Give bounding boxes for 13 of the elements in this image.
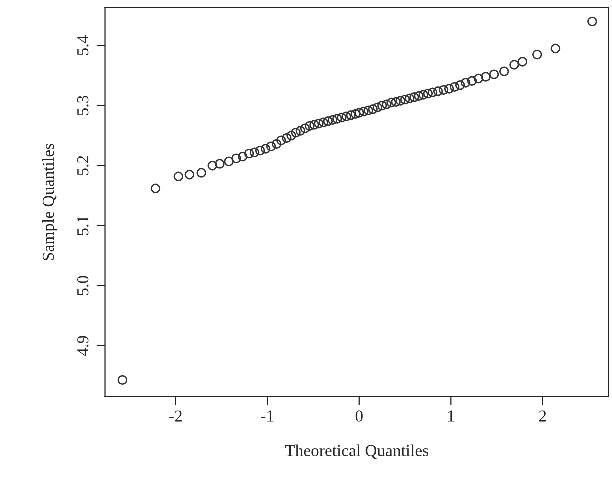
x-tick-label: -1: [261, 410, 274, 422]
y-tick-label: 5.0: [77, 276, 89, 296]
x-tick-label: -2: [170, 410, 182, 422]
x-axis-title: Theoretical Quantiles: [285, 444, 428, 460]
y-axis-title: Sample Quantiles: [42, 144, 58, 260]
y-tick-label: 5.1: [78, 216, 89, 236]
y-tick-label: 5.2: [77, 156, 89, 176]
x-tick-label: 2: [539, 410, 546, 422]
x-tick-label: 1: [448, 410, 454, 422]
y-tick-label: 5.4: [78, 36, 89, 56]
y-tick-label: 4.9: [77, 336, 89, 356]
y-tick-label: 5.3: [77, 96, 89, 116]
x-tick-label: 0: [356, 410, 363, 422]
